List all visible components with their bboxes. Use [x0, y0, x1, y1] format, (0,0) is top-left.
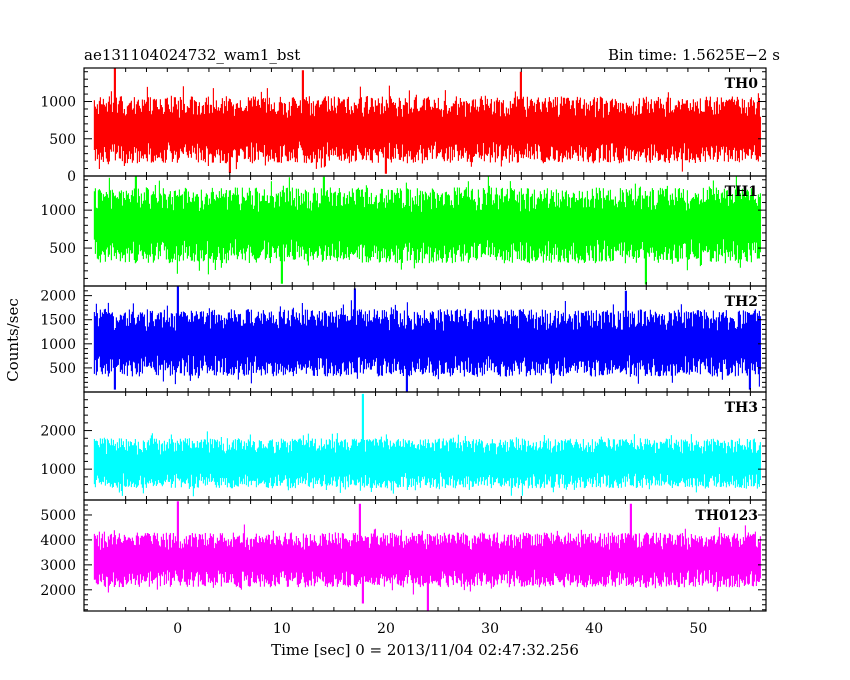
panels: 0 500 1000 TH0 500 1000 TH1 500 1000 1500 2000 TH2 1…: [40, 67, 767, 612]
y-tick-label: 1000: [40, 337, 76, 353]
y-tick-label: 0: [67, 169, 76, 185]
y-axis-label: Counts/sec: [4, 298, 22, 382]
bin-time-label: Bin time: 1.5625E−2 s: [608, 46, 780, 64]
y-tick-label: 500: [49, 361, 76, 377]
panel-th1: 500 1000 TH1: [40, 175, 767, 287]
panel-th3: 1000 2000 TH3: [40, 391, 767, 501]
y-tick-label: 500: [49, 132, 76, 148]
series-trace-th3: [93, 393, 761, 497]
series-label: TH0123: [695, 508, 758, 524]
x-tick-label: 10: [273, 621, 291, 637]
series-trace-th0123: [93, 501, 761, 611]
x-tick-label: 20: [377, 621, 395, 637]
x-tick-label: 40: [585, 621, 603, 637]
y-tick-label: 500: [49, 241, 76, 257]
chart-title: ae131104024732_wam1_bst: [84, 46, 300, 64]
x-axis-label: Time [sec] 0 = 2013/11/04 02:47:32.256: [271, 641, 579, 659]
x-tick-label: 50: [689, 621, 707, 637]
panel-th0123: 2000 3000 4000 5000 TH0123: [40, 499, 767, 612]
series-trace-th0: [93, 68, 761, 174]
y-tick-label: 5000: [40, 508, 76, 524]
x-tick-label: 0: [173, 621, 182, 637]
panel-frame: [83, 499, 767, 612]
y-tick-label: 3000: [40, 558, 76, 574]
x-axis: 0 10 20 30 40 50: [173, 621, 707, 637]
y-tick-label: 1000: [40, 203, 76, 219]
y-tick-label: 2000: [40, 289, 76, 305]
series-label: TH2: [725, 294, 758, 310]
y-tick-label: 1000: [40, 462, 76, 478]
panel-th2: 500 1000 1500 2000 TH2: [40, 285, 767, 393]
y-tick-label: 1500: [40, 313, 76, 329]
series-label: TH3: [725, 400, 758, 416]
series-trace-th1: [93, 176, 761, 285]
panel-th0: 0 500 1000 TH0: [40, 67, 767, 185]
series-trace-th2: [93, 286, 761, 392]
series-label: TH0: [725, 76, 759, 92]
y-tick-label: 1000: [40, 95, 76, 111]
y-tick-label: 2000: [40, 583, 76, 599]
y-tick-label: 2000: [40, 424, 76, 440]
y-tick-label: 4000: [40, 533, 76, 549]
x-tick-label: 30: [481, 621, 499, 637]
series-label: TH1: [725, 184, 758, 200]
